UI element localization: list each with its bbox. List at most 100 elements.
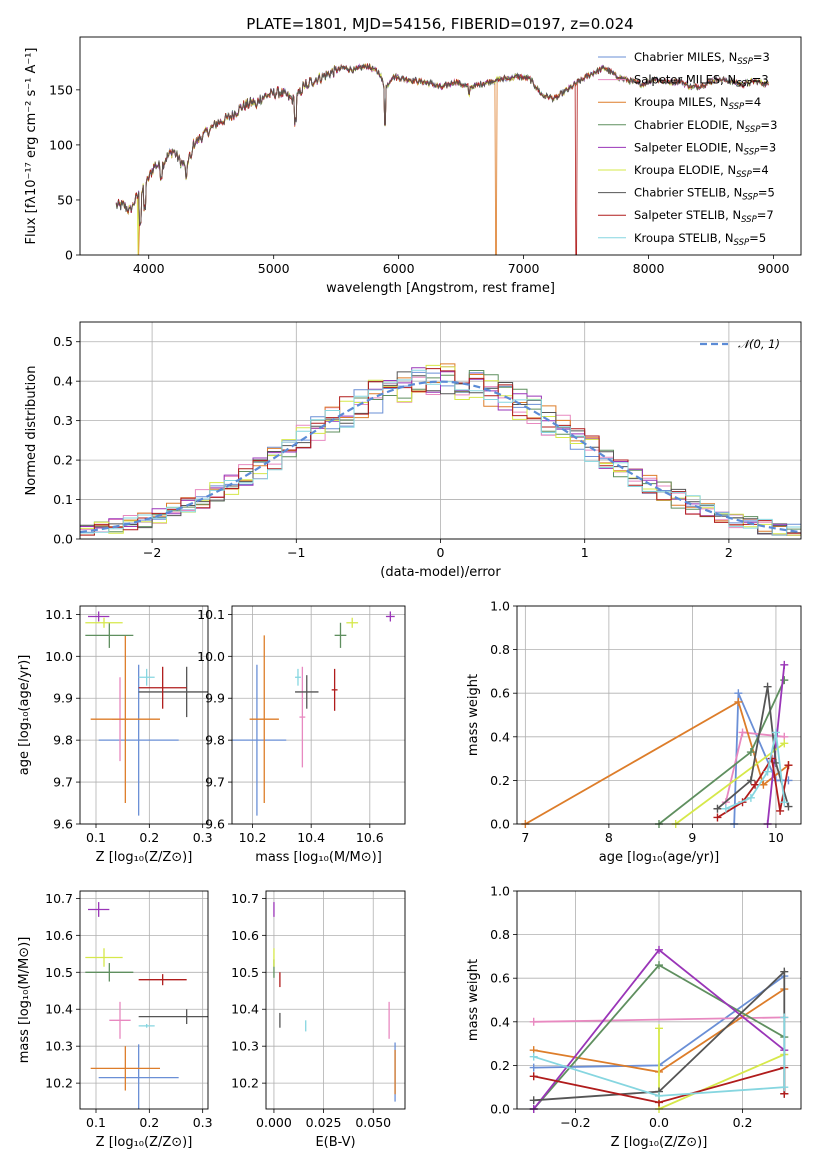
age_vs_mass-point-4 xyxy=(385,611,395,622)
residuals-xtick-label: 2 xyxy=(725,545,733,560)
legend-nssp: 3 xyxy=(763,50,770,64)
legend-model-name: Salpeter ELODIE xyxy=(634,140,728,154)
weight_vs_Z-marker xyxy=(655,945,663,954)
residuals-ytick-label: 0.0 xyxy=(53,532,73,547)
weight_vs_Z-marker xyxy=(780,1083,789,1092)
age_vs_Z-ytick-label: 10.0 xyxy=(45,649,73,664)
legend-nssp: 3 xyxy=(761,73,768,87)
weight_vs_age-axes: 7 8 9 10 0.0 0.2 0.4 0.6 0.8 1.0 age [log₁₀(age/yr… xyxy=(466,599,801,865)
figure-title: PLATE=1801, MJD=54156, FIBERID=0197, z=0… xyxy=(246,15,633,33)
mass_vs_Z-xlabel: Z [log₁₀(Z/Z⊙)] xyxy=(96,1135,193,1150)
residual-hist-7 xyxy=(80,368,801,536)
spectrum-ytick-label: 0 xyxy=(65,248,73,263)
weight_vs_age-xtick-label: 7 xyxy=(521,830,529,845)
age_vs_Z-point-0 xyxy=(98,664,179,816)
legend-model-name: Salpeter STELIB xyxy=(634,208,725,222)
spectrum-xtick-label: 5000 xyxy=(258,261,290,276)
weight_vs_age-marker xyxy=(763,682,772,691)
spectrum-legend-label: Chabrier MILES, NSSP=3 xyxy=(634,50,770,67)
mass_vs_ebv-frame xyxy=(265,890,406,1110)
age_vs_Z-point-3 xyxy=(85,622,134,648)
mass_vs_Z-ytick-label: 10.4 xyxy=(45,1002,73,1017)
weight_vs_Z-xtick-label: 0.2 xyxy=(733,1115,753,1130)
weight_vs_age-ytick-label: 0.4 xyxy=(490,729,510,744)
age_vs_mass-xtick-label: 10.4 xyxy=(297,830,325,845)
weight_vs_age-marker xyxy=(763,767,772,776)
weight_vs_age-xtick-label: 8 xyxy=(605,830,613,845)
mass_vs_Z-xtick-label: 0.3 xyxy=(193,1115,213,1130)
mass_vs_Z-point-3 xyxy=(85,963,134,982)
weight_vs_age-marker xyxy=(780,739,789,748)
weight_vs_age-marker xyxy=(738,728,747,737)
mass_vs_Z-ylabel: mass [log₁₀(M/M⊙)] xyxy=(17,937,32,1064)
weight_vs_Z-ytick-label: 1.0 xyxy=(490,884,510,899)
mass_vs_Z-xtick-label: 0.2 xyxy=(139,1115,159,1130)
age_vs_Z-point-2 xyxy=(90,635,160,804)
mass_vs_Z-point-7 xyxy=(138,974,187,986)
mass_vs_Z-point-2 xyxy=(90,1046,160,1091)
mass_vs_Z-ytick-label: 10.6 xyxy=(45,928,73,943)
residuals-ytick-label: 0.3 xyxy=(53,413,73,428)
residuals-axes: −2 −1 0 1 2 0.0 0.1 0.2 0.3 0.4 0.5 (data-model)/er… xyxy=(24,322,801,580)
spectrum-line-6 xyxy=(115,63,769,226)
mass_vs_ebv-xlabel: E(B-V) xyxy=(315,1135,355,1150)
mass_vs_ebv-ytick-label: 10.3 xyxy=(231,1039,259,1054)
age_vs_mass-point-0 xyxy=(232,664,287,816)
weight_vs_Z-marker xyxy=(780,967,789,976)
spectrum-legend: Chabrier MILES, NSSP=3 Salpeter MILES, NS… xyxy=(598,50,777,248)
spectrum-line-2 xyxy=(115,63,769,255)
age_vs_Z-point-8 xyxy=(138,668,155,686)
age_vs_Z-xtick-label: 0.1 xyxy=(86,830,106,845)
spectrum-frame xyxy=(79,36,802,256)
legend-nssp: 4 xyxy=(761,163,768,177)
age_vs_Z-xlabel: Z [log₁₀(Z/Z⊙)] xyxy=(96,850,193,865)
weight_vs_Z-ytick-label: 0.6 xyxy=(490,971,510,986)
age_vs_Z-ytick-label: 9.6 xyxy=(53,817,73,832)
mass_vs_ebv-xtick-label: 0.025 xyxy=(306,1115,342,1130)
legend-model-name: Kroupa STELIB xyxy=(634,231,718,245)
age_vs_Z-point-4 xyxy=(88,611,110,622)
age_vs_mass-ytick-label: 10.0 xyxy=(197,649,225,664)
spectrum-xtick-label: 7000 xyxy=(508,261,540,276)
residuals-xtick-label: −2 xyxy=(143,545,161,560)
mass_vs_ebv-ytick-label: 10.6 xyxy=(231,928,259,943)
age_vs_Z-xtick-label: 0.2 xyxy=(139,830,159,845)
age_vs_Z-ylabel: age [log₁₀(age/yr)] xyxy=(17,655,32,776)
age_vs_mass-xtick-label: 10.6 xyxy=(356,830,384,845)
spectrum-ylabel: Flux [fλ10⁻¹⁷ erg cm⁻² s⁻¹ A⁻¹] xyxy=(24,48,39,245)
residuals-ytick-label: 0.1 xyxy=(53,492,73,507)
spectrum-xtick-label: 4000 xyxy=(133,261,165,276)
weight_vs_Z-marker xyxy=(529,1096,538,1105)
mass_vs_ebv-xtick-label: 0.050 xyxy=(355,1115,391,1130)
spectrum-legend-label: Salpeter ELODIE, NSSP=3 xyxy=(634,140,776,157)
weight_vs_age-xtick-label: 9 xyxy=(688,830,696,845)
age_vs_mass-xlabel: mass [log₁₀(M/M⊙)] xyxy=(255,850,382,865)
age_vs_mass-ytick-label: 9.7 xyxy=(205,775,225,790)
age_vs_mass-ytick-label: 10.1 xyxy=(197,607,225,622)
age_vs_mass-ytick-label: 9.9 xyxy=(205,691,225,706)
age_vs_mass-point-2 xyxy=(249,635,279,804)
weight_vs_age-marker xyxy=(780,676,789,685)
weight_vs_Z-marker xyxy=(655,1024,663,1033)
age_vs_Z-point-5 xyxy=(85,617,123,628)
age_vs_mass-xtick-label: 10.2 xyxy=(239,830,267,845)
mass_vs_Z-point-0 xyxy=(98,1044,179,1109)
weight_vs_age-xlabel: age [log₁₀(age/yr)] xyxy=(599,850,720,865)
mass_vs_Z-xtick-label: 0.1 xyxy=(86,1115,106,1130)
mass_vs_Z-point-8 xyxy=(138,1024,155,1028)
residuals-xtick-label: −1 xyxy=(287,545,305,560)
weight_vs_age-marker xyxy=(721,804,730,813)
weight_vs_Z-marker xyxy=(529,1017,538,1026)
weight_vs_Z-ytick-label: 0.8 xyxy=(490,927,510,942)
weight_vs_age-series-2 xyxy=(524,700,790,824)
weight_vs_Z-ytick-label: 0.2 xyxy=(490,1058,510,1073)
mass_vs_Z-point-1 xyxy=(109,1001,131,1039)
weight_vs_Z-marker xyxy=(529,1052,538,1061)
mass_vs_Z-axes: 0.1 0.2 0.3 10.2 10.3 10.4 10.5 10.6 10.7 Z [log₁… xyxy=(17,891,213,1150)
mass_vs_ebv-ytick-label: 10.5 xyxy=(231,965,259,980)
age_vs_mass-ytick-label: 9.8 xyxy=(205,733,225,748)
spectrum-legend-label: Kroupa ELODIE, NSSP=4 xyxy=(634,163,769,180)
weight_vs_Z-frame xyxy=(516,890,802,1110)
weight_vs_age-marker xyxy=(771,728,780,737)
